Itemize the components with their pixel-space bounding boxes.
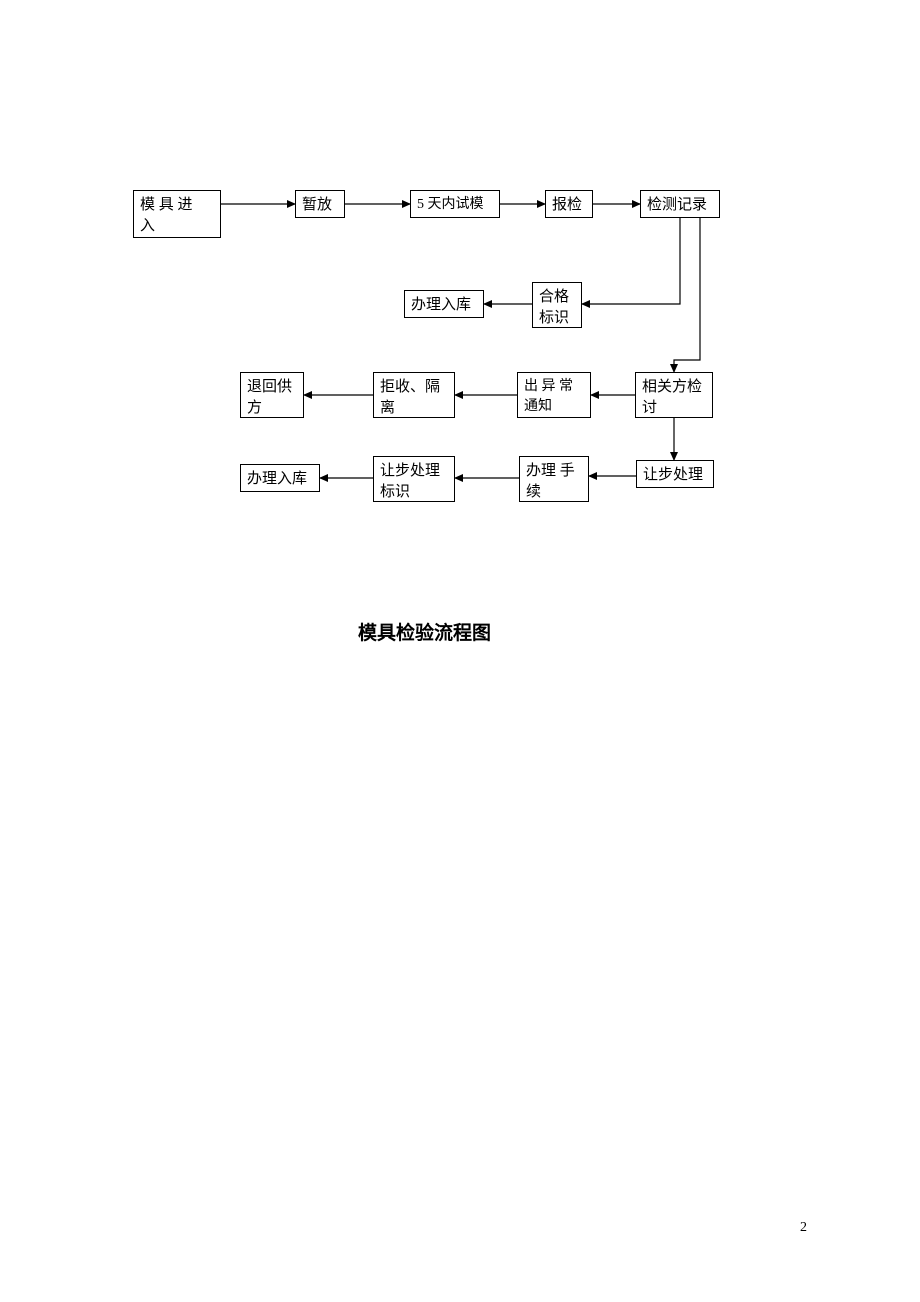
node-n7: 办理入库 [404, 290, 484, 318]
flowchart-canvas: 模 具 进 入暂放5 天内试模报检检测记录合格 标识办理入库相关方检 讨出 异 … [0, 0, 920, 1302]
page-number: 2 [800, 1220, 807, 1236]
node-n2: 暂放 [295, 190, 345, 218]
node-n1: 模 具 进 入 [133, 190, 221, 238]
node-n8: 相关方检 讨 [635, 372, 713, 418]
node-n3: 5 天内试模 [410, 190, 500, 218]
node-n10: 拒收、隔 离 [373, 372, 455, 418]
node-n4: 报检 [545, 190, 593, 218]
node-n12: 让步处理 [636, 460, 714, 488]
node-n9: 出 异 常 通知 [517, 372, 591, 418]
edge-n5-n6 [582, 218, 680, 304]
node-n11: 退回供 方 [240, 372, 304, 418]
node-n14: 让步处理 标识 [373, 456, 455, 502]
node-n5: 检测记录 [640, 190, 720, 218]
node-n6: 合格 标识 [532, 282, 582, 328]
node-n15: 办理入库 [240, 464, 320, 492]
node-n13: 办理 手 续 [519, 456, 589, 502]
flowchart-title: 模具检验流程图 [358, 618, 491, 645]
edge-n5-n8 [674, 218, 700, 372]
